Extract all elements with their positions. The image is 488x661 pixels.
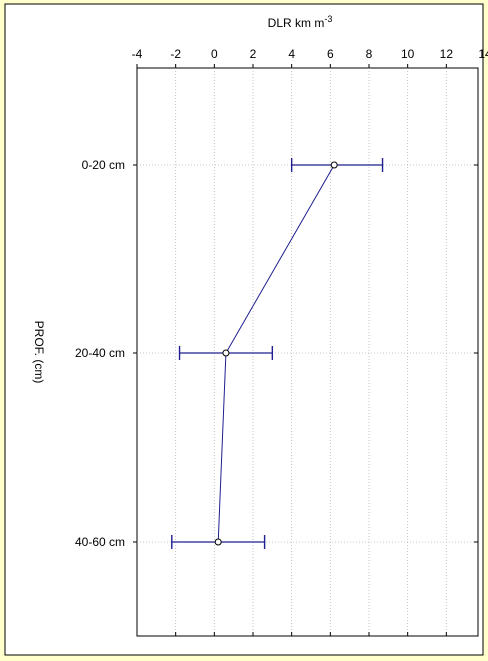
x-tick-label: 14 [478,47,488,61]
y-axis-title: PROF. (cm) [32,321,46,384]
data-layer [171,158,384,549]
x-axis-title: DLR km m-3 [268,14,333,30]
x-tick-label: 8 [366,47,373,61]
data-point [222,349,230,357]
x-tick-label: 6 [327,47,334,61]
x-tick-label: -2 [170,47,181,61]
data-point [330,161,338,169]
y-tick-label: 40-60 cm [75,535,125,549]
x-tick-label: 4 [288,47,295,61]
x-tick-label: 12 [440,47,454,61]
x-tick-label: 2 [250,47,257,61]
plot-area [136,67,479,637]
x-axis-title-base: DLR km m [268,16,325,30]
y-tick-label: 20-40 cm [75,346,125,360]
x-tick-label: 0 [211,47,218,61]
y-tick-label: 0-20 cm [82,158,125,172]
data-point [214,538,222,546]
x-tick-label: -4 [132,47,143,61]
x-tick-label: 10 [401,47,415,61]
axis-layer: -4 -2 0 2 4 6 8 10 12 14 0-20 cm 20-40 cm 40-60 cm [75,47,488,636]
x-axis-title-superscript: -3 [324,14,332,24]
